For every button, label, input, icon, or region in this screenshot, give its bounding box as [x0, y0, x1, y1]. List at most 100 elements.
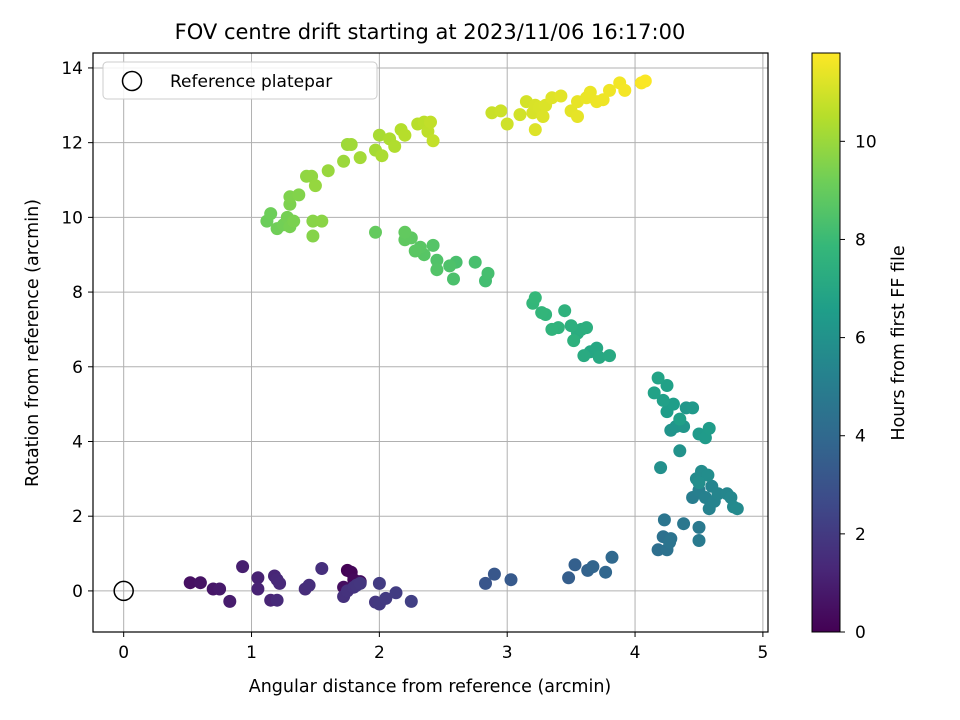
data-point [315, 562, 329, 575]
data-point [500, 117, 514, 131]
x-tick-label: 3 [502, 643, 513, 663]
data-point [468, 255, 482, 269]
data-point [353, 576, 367, 590]
data-points [183, 74, 744, 611]
data-point [479, 576, 492, 590]
data-point [292, 188, 306, 202]
data-point [647, 386, 661, 400]
colorbar-tick-label: 4 [855, 427, 866, 447]
data-point [673, 412, 687, 426]
data-point [558, 304, 572, 318]
y-tick-label: 0 [72, 582, 83, 602]
data-point [618, 83, 632, 97]
data-point [251, 582, 265, 596]
data-point [487, 567, 501, 581]
y-tick-label: 4 [72, 432, 83, 452]
data-point [564, 319, 578, 333]
y-tick-label: 14 [61, 59, 83, 79]
legend-marker-icon [121, 70, 143, 92]
data-point [654, 461, 668, 475]
data-point [315, 214, 329, 228]
plot-background [93, 53, 768, 632]
data-point [430, 263, 444, 277]
data-point [701, 468, 715, 482]
legend-label: Reference platepar [170, 72, 332, 92]
data-point [236, 560, 250, 574]
data-point [651, 543, 665, 557]
x-tick-label: 4 [630, 643, 641, 663]
data-point [528, 291, 542, 305]
data-point [583, 85, 597, 99]
data-point [562, 571, 576, 585]
data-point [592, 350, 606, 364]
legend-box [102, 61, 378, 100]
data-point [308, 179, 322, 193]
colorbar-tick-label: 0 [855, 623, 866, 643]
x-axis-label: Angular distance from reference (arcmin) [249, 677, 612, 697]
data-point [372, 576, 386, 590]
y-axis-ticks: 0 2 4 6 8 10 12 14 [61, 59, 93, 602]
data-point [603, 83, 616, 97]
data-point [264, 207, 278, 221]
data-point [251, 571, 265, 585]
data-point [430, 253, 444, 267]
data-point [287, 214, 301, 228]
data-point [730, 502, 744, 516]
colorbar-label: Hours from first FF file [889, 245, 909, 440]
data-point [692, 520, 706, 534]
data-point [666, 397, 680, 411]
x-tick-label: 1 [246, 643, 257, 663]
data-point [447, 272, 460, 286]
data-point [580, 321, 593, 335]
data-point [677, 517, 691, 531]
data-point [692, 534, 706, 547]
colorbar-tick-label: 2 [855, 525, 866, 545]
data-point [536, 110, 550, 123]
data-point [504, 573, 518, 587]
data-point [213, 582, 227, 596]
data-point [567, 334, 581, 348]
data-point [577, 349, 591, 363]
data-point [372, 128, 386, 142]
data-point [375, 149, 389, 163]
colorbar-gradient [811, 52, 841, 633]
colorbar: 0 2 4 6 8 10 Hours from first FF file [811, 52, 909, 643]
data-point [596, 93, 610, 107]
colorbar-tick-label: 10 [855, 132, 877, 152]
data-point [337, 154, 351, 168]
data-point [605, 550, 619, 564]
data-point [711, 487, 725, 501]
data-point [398, 225, 412, 239]
data-point [586, 560, 600, 574]
data-point [193, 576, 207, 590]
chart-title: FOV centre drift starting at 2023/11/06 … [175, 20, 686, 44]
data-point [379, 591, 393, 605]
data-point [404, 594, 418, 608]
y-tick-label: 12 [61, 134, 83, 154]
data-point [494, 104, 508, 118]
plot-frame [92, 52, 769, 633]
data-point [571, 110, 584, 123]
x-tick-label: 5 [757, 643, 768, 663]
data-point [389, 586, 403, 600]
x-axis-ticks: 0 1 2 3 4 5 [118, 632, 768, 663]
colorbar-tick-label: 6 [855, 329, 866, 349]
y-tick-label: 10 [61, 208, 83, 228]
data-point [692, 476, 706, 490]
reference-platepar-marker [113, 580, 134, 602]
data-point [344, 138, 358, 151]
data-point [273, 576, 287, 590]
data-point [528, 123, 542, 137]
data-point [398, 128, 412, 142]
y-tick-label: 2 [72, 507, 83, 527]
x-tick-label: 2 [374, 643, 385, 663]
data-point [660, 379, 674, 392]
data-point [599, 565, 613, 579]
data-point [443, 259, 457, 273]
plot-area [92, 52, 769, 633]
data-point [306, 214, 320, 228]
data-point [535, 306, 549, 320]
x-tick-label: 0 [118, 643, 129, 663]
data-point [183, 576, 197, 590]
